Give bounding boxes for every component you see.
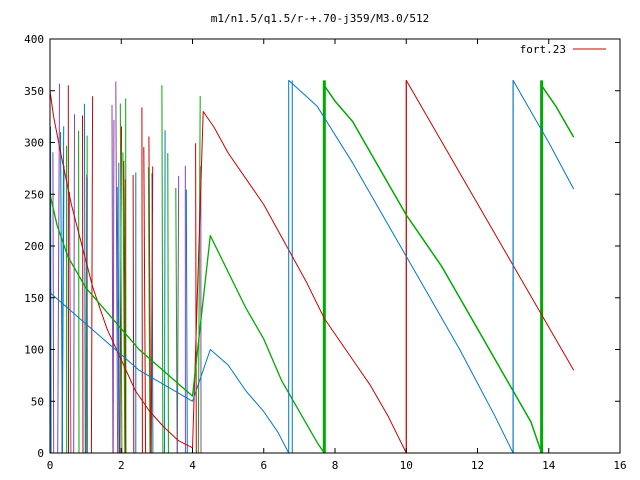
- x-tick-label: 16: [613, 459, 626, 472]
- series-line: [49, 79, 575, 454]
- chaotic-line: [83, 103, 86, 454]
- series-line: [49, 194, 325, 454]
- chaotic-line: [82, 115, 84, 454]
- series-line: [323, 85, 543, 454]
- chaotic-line: [141, 107, 143, 454]
- chaotic-line: [147, 167, 151, 454]
- legend: fort.23: [520, 43, 606, 56]
- chaotic-line: [185, 189, 188, 454]
- chaotic-line: [60, 132, 63, 454]
- chaotic-line: [115, 81, 119, 454]
- axes: 0 2 4 6 8 10 12 14 16 0 50 100 150 200 250 300 350 400: [24, 33, 627, 472]
- chaotic-line: [52, 152, 55, 454]
- y-tick-label: 150: [24, 292, 44, 305]
- chaotic-line: [195, 143, 197, 454]
- y-tick-label: 300: [24, 137, 44, 150]
- chaotic-line: [119, 103, 123, 454]
- y-tick-label: 0: [37, 447, 44, 460]
- chaotic-line: [167, 153, 169, 454]
- x-tick-label: 4: [189, 459, 196, 472]
- chaotic-line: [150, 166, 154, 454]
- chaotic-line: [50, 126, 52, 454]
- legend-label: fort.23: [520, 43, 566, 56]
- chaotic-line: [111, 104, 114, 454]
- chaotic-line: [122, 152, 126, 454]
- chaotic-line: [90, 96, 94, 454]
- chaotic-line: [164, 130, 166, 454]
- y-tick-label: 200: [24, 240, 44, 253]
- chaotic-line: [197, 95, 201, 454]
- x-tick-label: 12: [471, 459, 484, 472]
- x-tick-label: 2: [118, 459, 125, 472]
- x-tick-label: 6: [260, 459, 267, 472]
- plot-area: [49, 79, 575, 454]
- chaotic-line: [132, 174, 135, 454]
- y-tick-label: 100: [24, 344, 44, 357]
- chaotic-line: [69, 192, 72, 454]
- x-tick-label: 8: [332, 459, 339, 472]
- chaotic-line: [176, 175, 180, 454]
- series-line: [49, 79, 575, 454]
- x-tick-label: 14: [542, 459, 556, 472]
- y-tick-label: 400: [24, 33, 44, 46]
- y-tick-label: 50: [31, 395, 44, 408]
- chaotic-line: [175, 187, 178, 454]
- chaotic-line: [112, 119, 115, 454]
- x-tick-label: 0: [47, 459, 54, 472]
- x-tick-label: 10: [400, 459, 413, 472]
- chaotic-line: [85, 177, 88, 454]
- chaotic-line: [143, 147, 147, 454]
- y-tick-label: 250: [24, 188, 44, 201]
- chaotic-line: [73, 114, 75, 454]
- chaotic-line: [123, 160, 127, 454]
- y-tick-label: 350: [24, 85, 44, 98]
- chaotic-line: [148, 136, 152, 454]
- chart-title: m1/n1.5/q1.5/r-+.70-j359/M3.0/512: [211, 12, 430, 25]
- series-line: [540, 85, 575, 138]
- chaotic-line: [161, 85, 164, 454]
